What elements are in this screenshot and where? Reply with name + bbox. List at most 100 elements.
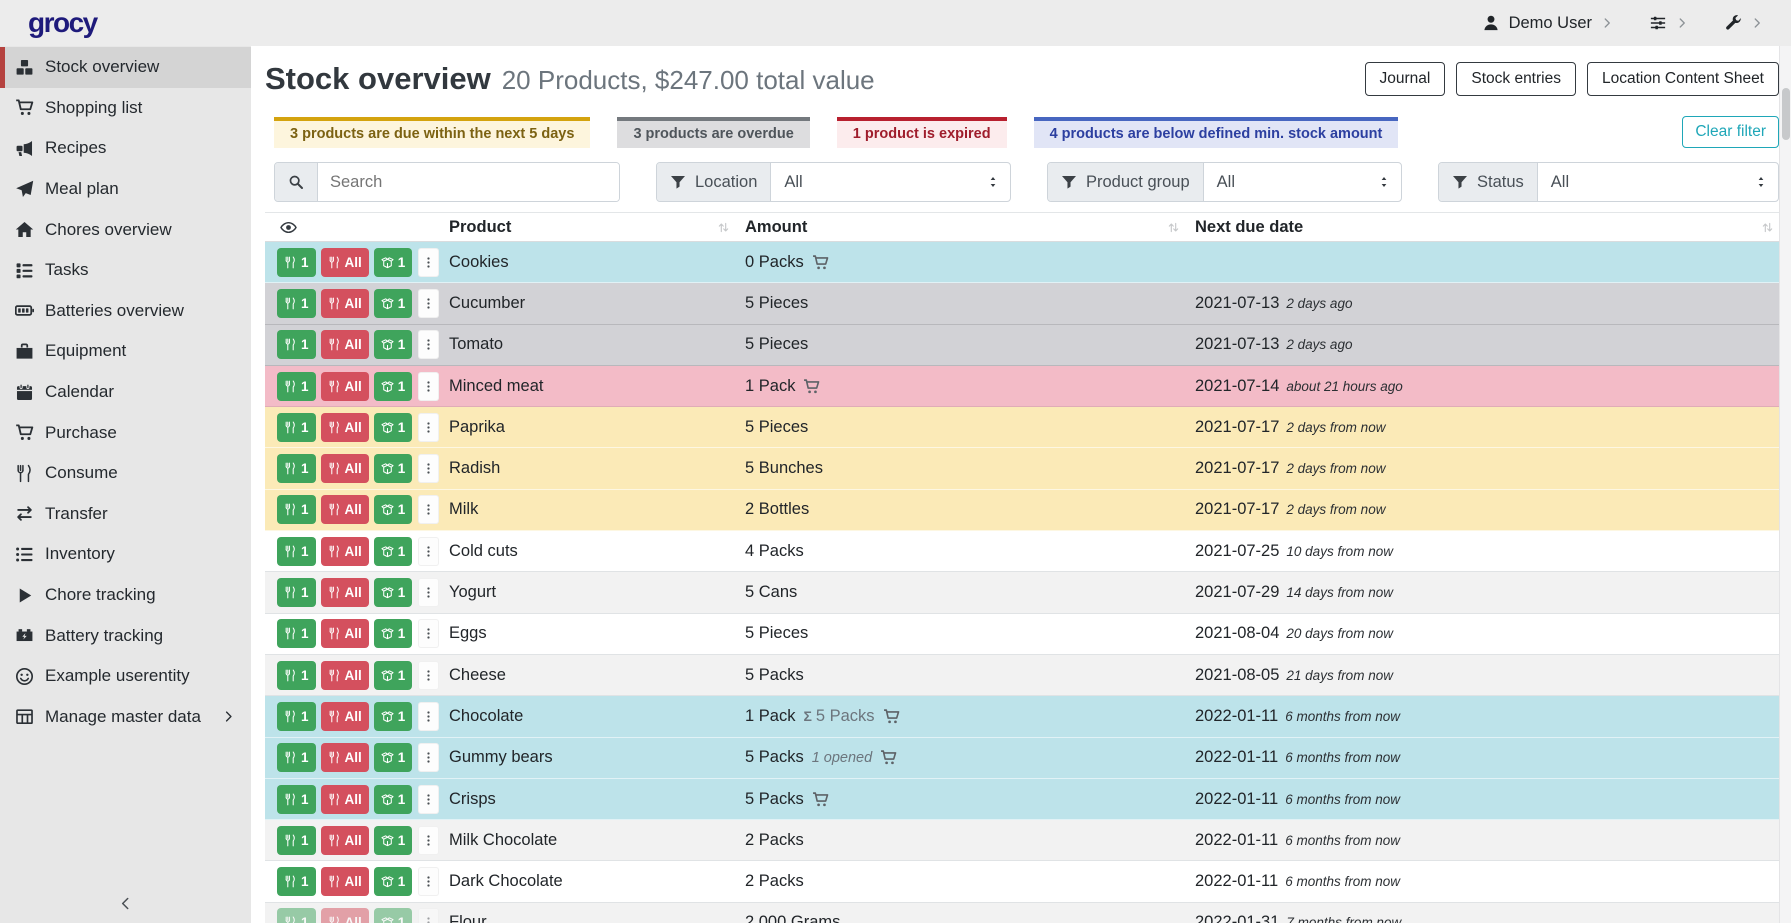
consume-all-button[interactable]: All bbox=[320, 908, 369, 923]
row-menu-button[interactable] bbox=[418, 412, 440, 442]
clear-filter-button[interactable]: Clear filter bbox=[1682, 116, 1779, 148]
consume-all-button[interactable]: All bbox=[320, 536, 369, 566]
sort-icon[interactable] bbox=[1166, 220, 1181, 235]
product-name[interactable]: Dark Chocolate bbox=[449, 872, 563, 891]
alert-overdue[interactable]: 3 products are overdue bbox=[617, 116, 810, 148]
column-header-next-due-date[interactable]: Next due date bbox=[1195, 217, 1304, 236]
row-menu-button[interactable] bbox=[418, 825, 440, 855]
product-name[interactable]: Yogurt bbox=[449, 583, 497, 602]
product-name[interactable]: Crisps bbox=[449, 789, 496, 808]
open-one-button[interactable]: 1 bbox=[373, 701, 413, 731]
location-content-sheet-button[interactable]: Location Content Sheet bbox=[1586, 62, 1779, 96]
open-one-button[interactable]: 1 bbox=[373, 743, 413, 773]
consume-one-button[interactable]: 1 bbox=[277, 908, 316, 923]
sidebar-item-stock-overview[interactable]: Stock overview bbox=[0, 47, 251, 88]
product-name[interactable]: Flour bbox=[449, 913, 487, 923]
product-name[interactable]: Cheese bbox=[449, 665, 506, 684]
open-one-button[interactable]: 1 bbox=[373, 825, 413, 855]
product-name[interactable]: Minced meat bbox=[449, 376, 544, 395]
product-group-select[interactable]: All bbox=[1204, 163, 1401, 201]
sidebar-item-transfer[interactable]: Transfer bbox=[0, 494, 251, 535]
consume-one-button[interactable]: 1 bbox=[277, 825, 316, 855]
row-menu-button[interactable] bbox=[418, 454, 440, 484]
row-menu-button[interactable] bbox=[418, 371, 440, 401]
row-menu-button[interactable] bbox=[418, 660, 440, 690]
alert-below-min[interactable]: 4 products are below defined min. stock … bbox=[1033, 116, 1399, 148]
sidebar-item-inventory[interactable]: Inventory bbox=[0, 534, 251, 575]
consume-one-button[interactable]: 1 bbox=[277, 660, 316, 690]
product-name[interactable]: Radish bbox=[449, 459, 501, 478]
consume-one-button[interactable]: 1 bbox=[277, 371, 316, 401]
product-name[interactable]: Paprika bbox=[449, 417, 505, 436]
product-name[interactable]: Tomato bbox=[449, 335, 504, 354]
user-menu[interactable]: Demo User bbox=[1482, 14, 1613, 33]
open-one-button[interactable]: 1 bbox=[373, 371, 413, 401]
row-menu-button[interactable] bbox=[418, 288, 440, 318]
open-one-button[interactable]: 1 bbox=[373, 784, 413, 814]
sidebar-item-chore-tracking[interactable]: Chore tracking bbox=[0, 575, 251, 616]
consume-all-button[interactable]: All bbox=[320, 825, 369, 855]
status-select[interactable]: All bbox=[1538, 163, 1778, 201]
eye-icon[interactable] bbox=[280, 219, 297, 236]
consume-all-button[interactable]: All bbox=[320, 247, 369, 277]
consume-one-button[interactable]: 1 bbox=[277, 330, 316, 360]
column-header-product[interactable]: Product bbox=[449, 217, 512, 236]
open-one-button[interactable]: 1 bbox=[373, 495, 413, 525]
row-menu-button[interactable] bbox=[418, 701, 440, 731]
sidebar-item-chores-overview[interactable]: Chores overview bbox=[0, 209, 251, 250]
consume-one-button[interactable]: 1 bbox=[277, 578, 316, 608]
open-one-button[interactable]: 1 bbox=[373, 578, 413, 608]
consume-all-button[interactable]: All bbox=[320, 867, 369, 897]
sidebar-item-purchase[interactable]: Purchase bbox=[0, 412, 251, 453]
consume-one-button[interactable]: 1 bbox=[277, 454, 316, 484]
open-one-button[interactable]: 1 bbox=[373, 908, 413, 923]
column-header-amount[interactable]: Amount bbox=[745, 217, 808, 236]
row-menu-button[interactable] bbox=[418, 330, 440, 360]
alert-due[interactable]: 3 products are due within the next 5 day… bbox=[274, 116, 591, 148]
sidebar-collapse-button[interactable] bbox=[0, 896, 251, 911]
sidebar-item-equipment[interactable]: Equipment bbox=[0, 331, 251, 372]
product-name[interactable]: Chocolate bbox=[449, 706, 524, 725]
open-one-button[interactable]: 1 bbox=[373, 288, 413, 318]
sidebar-item-shopping-list[interactable]: Shopping list bbox=[0, 88, 251, 129]
sidebar-item-tasks[interactable]: Tasks bbox=[0, 250, 251, 291]
row-menu-button[interactable] bbox=[418, 578, 440, 608]
sidebar-item-battery-tracking[interactable]: Battery tracking bbox=[0, 615, 251, 656]
alert-expired[interactable]: 1 product is expired bbox=[836, 116, 1007, 148]
consume-one-button[interactable]: 1 bbox=[277, 536, 316, 566]
consume-all-button[interactable]: All bbox=[320, 660, 369, 690]
settings-menu[interactable] bbox=[1649, 14, 1688, 32]
product-name[interactable]: Milk Chocolate bbox=[449, 830, 558, 849]
row-menu-button[interactable] bbox=[418, 784, 440, 814]
open-one-button[interactable]: 1 bbox=[373, 536, 413, 566]
sidebar-item-batteries-overview[interactable]: Batteries overview bbox=[0, 291, 251, 332]
app-logo[interactable]: grocy bbox=[28, 7, 98, 38]
open-one-button[interactable]: 1 bbox=[373, 619, 413, 649]
admin-menu[interactable] bbox=[1724, 14, 1763, 32]
search-input[interactable] bbox=[318, 163, 619, 201]
open-one-button[interactable]: 1 bbox=[373, 660, 413, 690]
consume-all-button[interactable]: All bbox=[320, 784, 369, 814]
open-one-button[interactable]: 1 bbox=[373, 412, 413, 442]
consume-all-button[interactable]: All bbox=[320, 454, 369, 484]
product-name[interactable]: Milk bbox=[449, 500, 479, 519]
sidebar-item-consume[interactable]: Consume bbox=[0, 453, 251, 494]
sidebar-item-example-userentity[interactable]: Example userentity bbox=[0, 656, 251, 697]
row-menu-button[interactable] bbox=[418, 619, 440, 649]
open-one-button[interactable]: 1 bbox=[373, 454, 413, 484]
stock-entries-button[interactable]: Stock entries bbox=[1456, 62, 1576, 96]
product-name[interactable]: Cookies bbox=[449, 252, 509, 271]
consume-one-button[interactable]: 1 bbox=[277, 867, 316, 897]
consume-all-button[interactable]: All bbox=[320, 701, 369, 731]
scrollbar-thumb[interactable] bbox=[1782, 88, 1790, 140]
row-menu-button[interactable] bbox=[418, 536, 440, 566]
open-one-button[interactable]: 1 bbox=[373, 867, 413, 897]
consume-one-button[interactable]: 1 bbox=[277, 743, 316, 773]
sidebar-item-calendar[interactable]: Calendar bbox=[0, 372, 251, 413]
consume-all-button[interactable]: All bbox=[320, 371, 369, 401]
row-menu-button[interactable] bbox=[418, 743, 440, 773]
consume-all-button[interactable]: All bbox=[320, 619, 369, 649]
consume-all-button[interactable]: All bbox=[320, 330, 369, 360]
consume-all-button[interactable]: All bbox=[320, 743, 369, 773]
consume-one-button[interactable]: 1 bbox=[277, 784, 316, 814]
